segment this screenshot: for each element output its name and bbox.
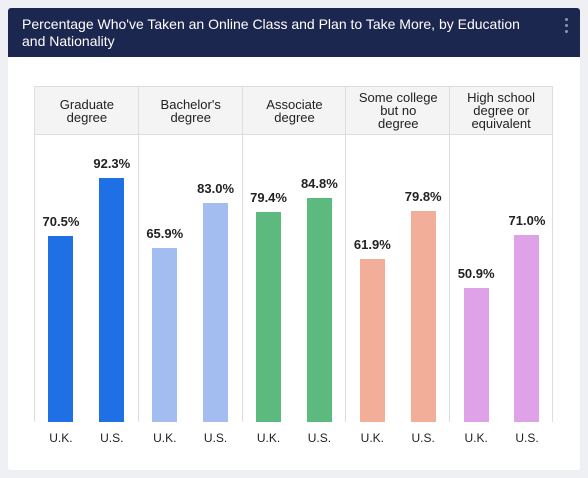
facet: Graduate degree 70.5% U.K. 92.3% U.S. <box>34 86 139 445</box>
x-tick-label: U.S. <box>203 431 228 445</box>
data-label: 92.3% <box>93 156 131 172</box>
facet: Associate degree 79.4% U.K. 84.8% U.S. <box>241 86 347 445</box>
bar <box>256 212 282 422</box>
facet: Bachelor's degree 65.9% U.K. 83.0% U.S. <box>137 86 243 445</box>
data-label: 84.8% <box>300 176 338 192</box>
data-label: 83.0% <box>197 180 235 196</box>
data-label: 61.9% <box>353 236 391 252</box>
facet-label: High school degree or equivalent <box>450 86 552 135</box>
data-label: 50.9% <box>457 265 495 281</box>
chart: Graduate degree 70.5% U.K. 92.3% U.S. Bachelo… <box>34 86 553 458</box>
facet: Some college but no degree 61.9% U.K. 79.8%… <box>345 86 451 445</box>
facet-label: Graduate degree <box>35 86 139 135</box>
facet-label: Some college but no degree <box>346 86 451 135</box>
bar <box>152 248 178 422</box>
bar <box>463 287 489 422</box>
data-label: 70.5% <box>42 213 80 229</box>
x-tick-label: U.S. <box>307 431 332 445</box>
bar <box>99 178 125 422</box>
data-label: 71.0% <box>508 212 546 228</box>
bar <box>359 258 385 422</box>
x-tick-label: U.K. <box>360 431 384 445</box>
x-tick-label: U.K. <box>256 431 281 445</box>
header: Percentage Who've Taken an Online Class … <box>8 8 580 57</box>
bar <box>514 234 540 422</box>
menu-button[interactable] <box>565 18 568 36</box>
bar <box>306 198 332 422</box>
x-tick-label: U.S. <box>100 431 124 445</box>
data-label: 65.9% <box>146 226 184 242</box>
x-tick-label: U.K. <box>153 431 177 445</box>
x-tick-label: U.K. <box>49 431 73 445</box>
facet: High school degree or equivalent 50.9% U.K… <box>449 86 553 445</box>
data-label: 79.4% <box>250 190 287 206</box>
chart-title: Percentage Who've Taken an Online Class … <box>22 16 520 49</box>
card: Percentage Who've Taken an Online Class … <box>8 8 580 470</box>
facet-label: Associate degree <box>242 86 347 135</box>
x-tick-label: U.K. <box>464 431 488 445</box>
data-label: 79.8% <box>404 189 442 205</box>
facet-label: Bachelor's degree <box>138 86 243 135</box>
bar <box>203 202 229 422</box>
bar <box>410 211 436 422</box>
x-tick-label: U.S. <box>515 431 539 445</box>
x-tick-label: U.S. <box>411 431 435 445</box>
bar <box>48 235 74 422</box>
